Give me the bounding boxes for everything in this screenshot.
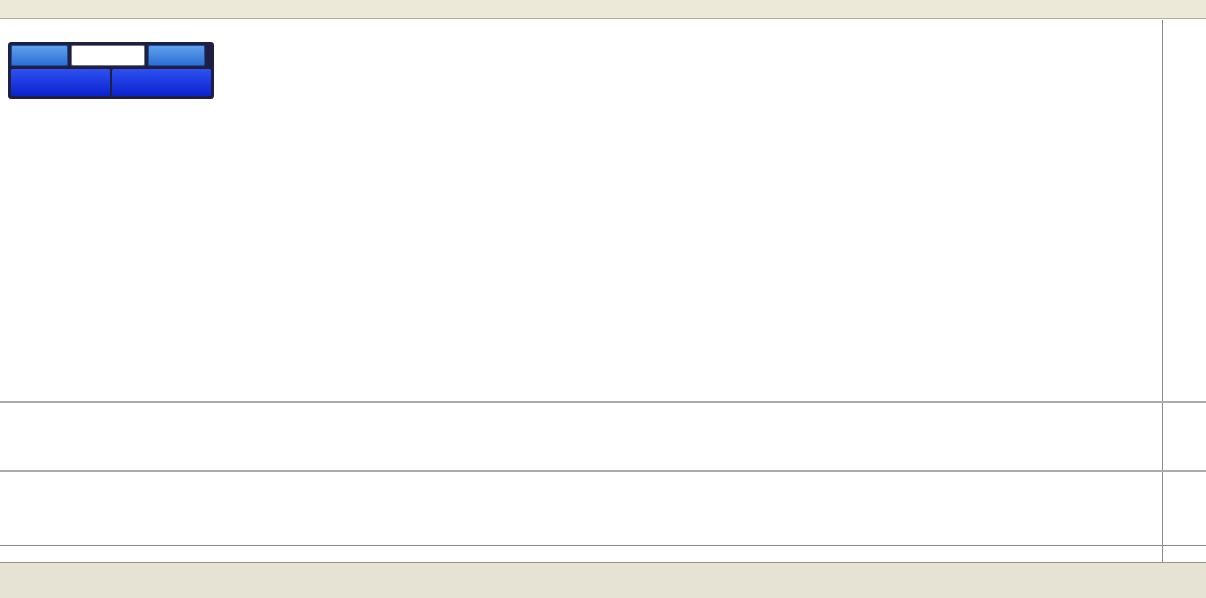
chart-tabs-bar — [0, 562, 1206, 598]
pane-separator[interactable] — [0, 470, 1206, 472]
date-axis[interactable] — [0, 546, 1162, 562]
volume-input[interactable] — [71, 45, 145, 66]
sell-button[interactable] — [11, 45, 68, 66]
rsi-indicator-label — [4, 476, 12, 487]
chart-region — [0, 20, 1206, 562]
timeframe-toolbar — [0, 0, 1206, 19]
pane-separator — [0, 545, 1206, 546]
pane-separator[interactable] — [0, 401, 1206, 403]
rsi-pane[interactable] — [0, 472, 1162, 545]
buy-button[interactable] — [148, 45, 205, 66]
macd-pane[interactable] — [0, 404, 1162, 470]
sell-price-display[interactable] — [11, 69, 110, 96]
price-axis[interactable] — [1162, 20, 1206, 562]
one-click-trading-panel — [8, 42, 214, 99]
trade-panel-price-row — [11, 69, 211, 96]
trade-panel-top-row — [11, 45, 205, 66]
macd-indicator-label — [4, 408, 12, 419]
volume-spinner — [133, 47, 143, 64]
buy-price-display[interactable] — [112, 69, 211, 96]
